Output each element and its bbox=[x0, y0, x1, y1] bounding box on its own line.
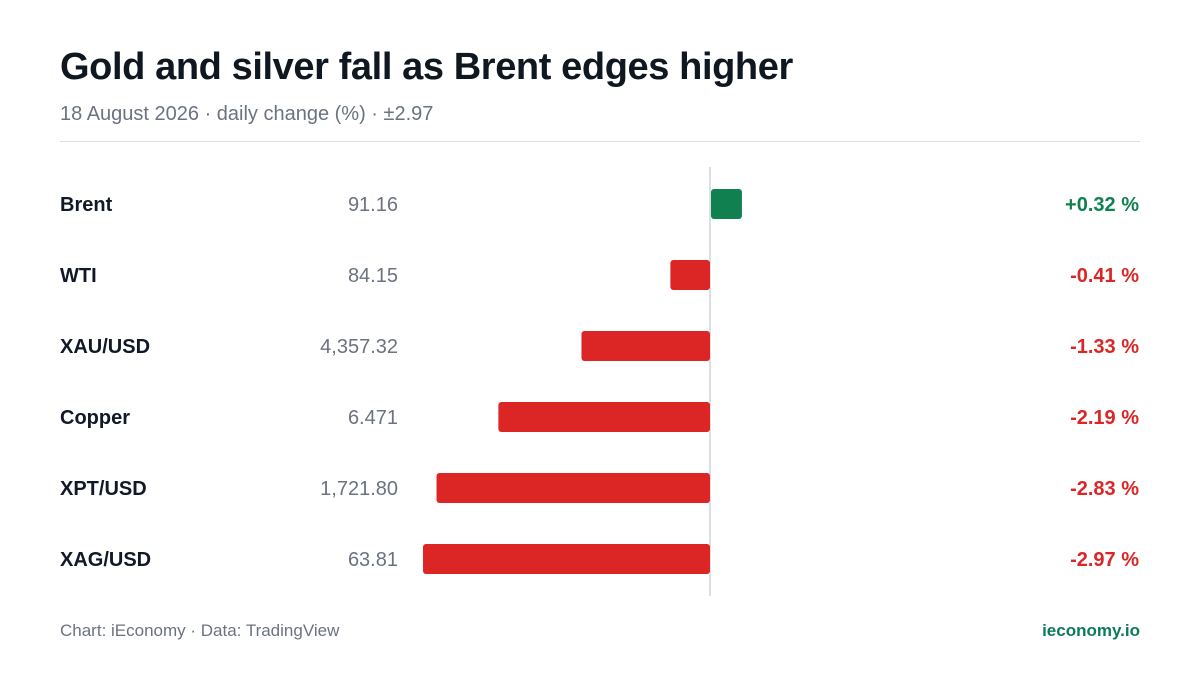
value-label: -1.33 % bbox=[1070, 336, 1139, 358]
header-divider bbox=[60, 141, 1140, 142]
price-label: 63.81 bbox=[348, 549, 398, 571]
bar bbox=[498, 402, 710, 432]
category-label: Brent bbox=[60, 194, 113, 216]
category-label: XAG/USD bbox=[60, 549, 151, 571]
price-label: 91.16 bbox=[348, 194, 398, 216]
chart-title: Gold and silver fall as Brent edges high… bbox=[60, 46, 793, 88]
value-label: -2.97 % bbox=[1070, 549, 1139, 571]
bar bbox=[581, 331, 710, 361]
footer-brand-link[interactable]: ieconomy.io bbox=[1042, 621, 1140, 640]
price-label: 6.471 bbox=[348, 407, 398, 429]
footer-source: Chart: iEconomy · Data: TradingView bbox=[60, 621, 340, 640]
value-label: +0.32 % bbox=[1065, 194, 1139, 216]
price-label: 84.15 bbox=[348, 265, 398, 287]
value-label: -2.83 % bbox=[1070, 478, 1139, 500]
bar bbox=[670, 260, 710, 290]
category-label: XPT/USD bbox=[60, 478, 147, 500]
value-label: -0.41 % bbox=[1070, 265, 1139, 287]
price-label: 4,357.32 bbox=[320, 336, 398, 358]
category-label: Copper bbox=[60, 407, 130, 429]
price-label: 1,721.80 bbox=[320, 478, 398, 500]
category-label: XAU/USD bbox=[60, 336, 150, 358]
bar bbox=[436, 473, 710, 503]
chart-subtitle: 18 August 2026 · daily change (%) · ±2.9… bbox=[60, 103, 434, 125]
bar bbox=[423, 544, 710, 574]
bar bbox=[711, 189, 742, 219]
category-label: WTI bbox=[60, 265, 97, 287]
value-label: -2.19 % bbox=[1070, 407, 1139, 429]
